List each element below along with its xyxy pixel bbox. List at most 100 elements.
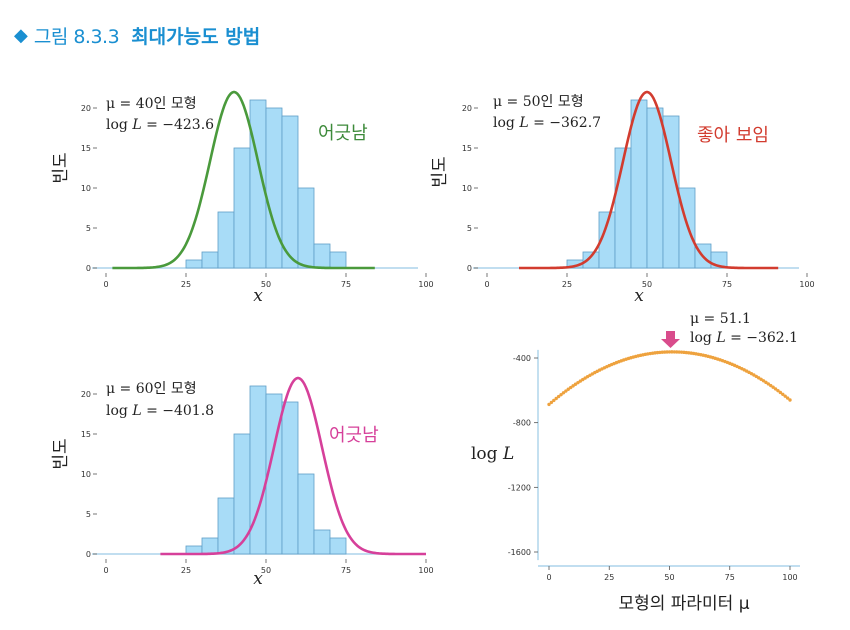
panel-mu60-y-label: 빈도 — [51, 438, 71, 469]
x-tick-label: 75 — [341, 566, 351, 575]
x-tick-label: 75 — [725, 573, 735, 582]
peak-mu-label: μ = 51.1 — [690, 311, 751, 327]
y-tick-label: 20 — [462, 104, 472, 113]
histogram-bar — [217, 497, 235, 555]
panel-mu50-tick-labels: 0 5 10 15 20 0 25 50 75 100 — [462, 104, 815, 289]
loglik-point — [785, 396, 790, 400]
y-tick-label: 15 — [81, 144, 91, 153]
histogram-bar — [329, 251, 347, 269]
y-tick-label: 5 — [86, 224, 91, 233]
panel-mu50-loglik-label: log L = −362.7 — [493, 115, 601, 131]
y-tick-label: 0 — [86, 550, 91, 559]
panel-loglik-axes — [534, 349, 800, 570]
loglik-point — [561, 391, 566, 395]
loglik-point — [660, 350, 664, 354]
panel-mu40-histogram — [185, 99, 347, 269]
panel-loglik-y-label: log L — [471, 444, 514, 464]
y-tick-label: -1200 — [508, 483, 531, 492]
histogram-bar — [313, 243, 331, 269]
histogram-bar — [265, 107, 283, 269]
loglik-point — [677, 350, 681, 354]
panel-mu60-tick-labels: 0 5 10 15 20 0 25 50 75 100 — [81, 390, 434, 575]
x-tick-label: 100 — [799, 280, 814, 289]
y-tick-label: 5 — [467, 224, 472, 233]
panel-mu60: 0 5 10 15 20 0 25 50 75 100 빈도 x μ = 60인 모형 log L… — [51, 376, 434, 589]
panel-mu40-x-label: x — [253, 286, 263, 306]
loglik-point — [573, 382, 578, 386]
diamond-bullet-icon: ◆ — [14, 24, 28, 46]
y-tick-label: 10 — [81, 184, 91, 193]
y-tick-label: -400 — [513, 354, 531, 363]
panel-mu50-fit-curve — [519, 90, 779, 270]
panel-mu40-loglik-label: log L = −423.6 — [106, 117, 214, 133]
loglik-point — [554, 396, 558, 401]
figure-title: 최대가능도 방법 — [131, 25, 261, 48]
x-tick-label: 25 — [181, 566, 191, 575]
y-tick-label: 0 — [467, 264, 472, 273]
loglik-point — [783, 394, 787, 398]
panel-mu60-loglik-label: log L = −401.8 — [106, 403, 214, 419]
loglik-point — [766, 382, 771, 386]
y-tick-label: 10 — [81, 470, 91, 479]
y-tick-label: 15 — [81, 430, 91, 439]
histogram-bar — [201, 251, 219, 269]
y-tick-label: 5 — [86, 510, 91, 519]
histogram-bar — [233, 147, 251, 269]
figure-header: ◆ 그림 8.3.3 최대가능도 방법 — [14, 20, 260, 50]
loglik-point — [547, 402, 551, 407]
histogram-bar — [630, 99, 648, 269]
loglik-point — [559, 392, 563, 397]
y-tick-label: -1600 — [508, 548, 531, 557]
x-tick-label: 50 — [642, 280, 652, 289]
loglik-point — [665, 350, 669, 354]
loglik-point — [566, 387, 570, 391]
panel-mu40-fit-curve — [112, 90, 375, 270]
loglik-point — [788, 398, 792, 402]
x-tick-label: 0 — [103, 566, 108, 575]
peak-loglik-label: log L = −362.1 — [690, 330, 798, 346]
x-tick-label: 0 — [103, 280, 108, 289]
y-tick-label: 15 — [462, 144, 472, 153]
loglik-point — [781, 392, 785, 396]
loglik-point — [662, 350, 667, 354]
loglik-point — [675, 350, 679, 354]
panel-mu60-fit-curve — [160, 376, 426, 556]
loglik-point — [576, 380, 580, 385]
x-tick-label: 50 — [664, 573, 674, 582]
loglik-point — [556, 394, 561, 399]
histogram-bar — [185, 259, 203, 269]
loglik-point — [670, 350, 674, 354]
panel-mu40-verdict: 어긋남 — [318, 123, 368, 144]
histogram-bar — [201, 537, 219, 555]
y-tick-label: -800 — [513, 419, 531, 428]
histogram-bar — [297, 187, 315, 269]
x-tick-label: 50 — [261, 280, 271, 289]
x-tick-label: 100 — [418, 280, 433, 289]
panel-mu60-verdict: 어긋남 — [329, 425, 379, 446]
panel-mu40-y-label: 빈도 — [51, 152, 71, 183]
loglik-point — [552, 398, 556, 403]
histogram-bar — [217, 211, 235, 269]
loglik-point — [672, 350, 677, 354]
loglik-point — [667, 350, 672, 354]
x-tick-label: 100 — [782, 573, 797, 582]
loglik-point — [568, 385, 573, 390]
y-tick-label: 20 — [81, 104, 91, 113]
figure-number: 그림 8.3.3 — [33, 25, 120, 48]
y-tick-label: 10 — [462, 184, 472, 193]
histogram-bar — [646, 107, 664, 269]
loglik-point — [773, 387, 778, 391]
x-tick-label: 100 — [418, 566, 433, 575]
histogram-bar — [329, 537, 347, 555]
panel-loglik: -400 -800 -1200 -1600 0 25 50 75 100 μ = 51.1 lo… — [471, 311, 800, 614]
loglik-point — [771, 385, 775, 389]
loglik-point — [769, 383, 773, 388]
loglik-point — [776, 388, 780, 393]
y-tick-label: 0 — [86, 264, 91, 273]
loglik-point — [549, 400, 554, 405]
loglik-point — [571, 384, 575, 388]
peak-arrow-icon — [661, 331, 680, 348]
panel-loglik-tick-labels: -400 -800 -1200 -1600 0 25 50 75 100 — [508, 354, 798, 582]
panel-mu50-model-label: μ = 50인 모형 — [493, 94, 584, 110]
